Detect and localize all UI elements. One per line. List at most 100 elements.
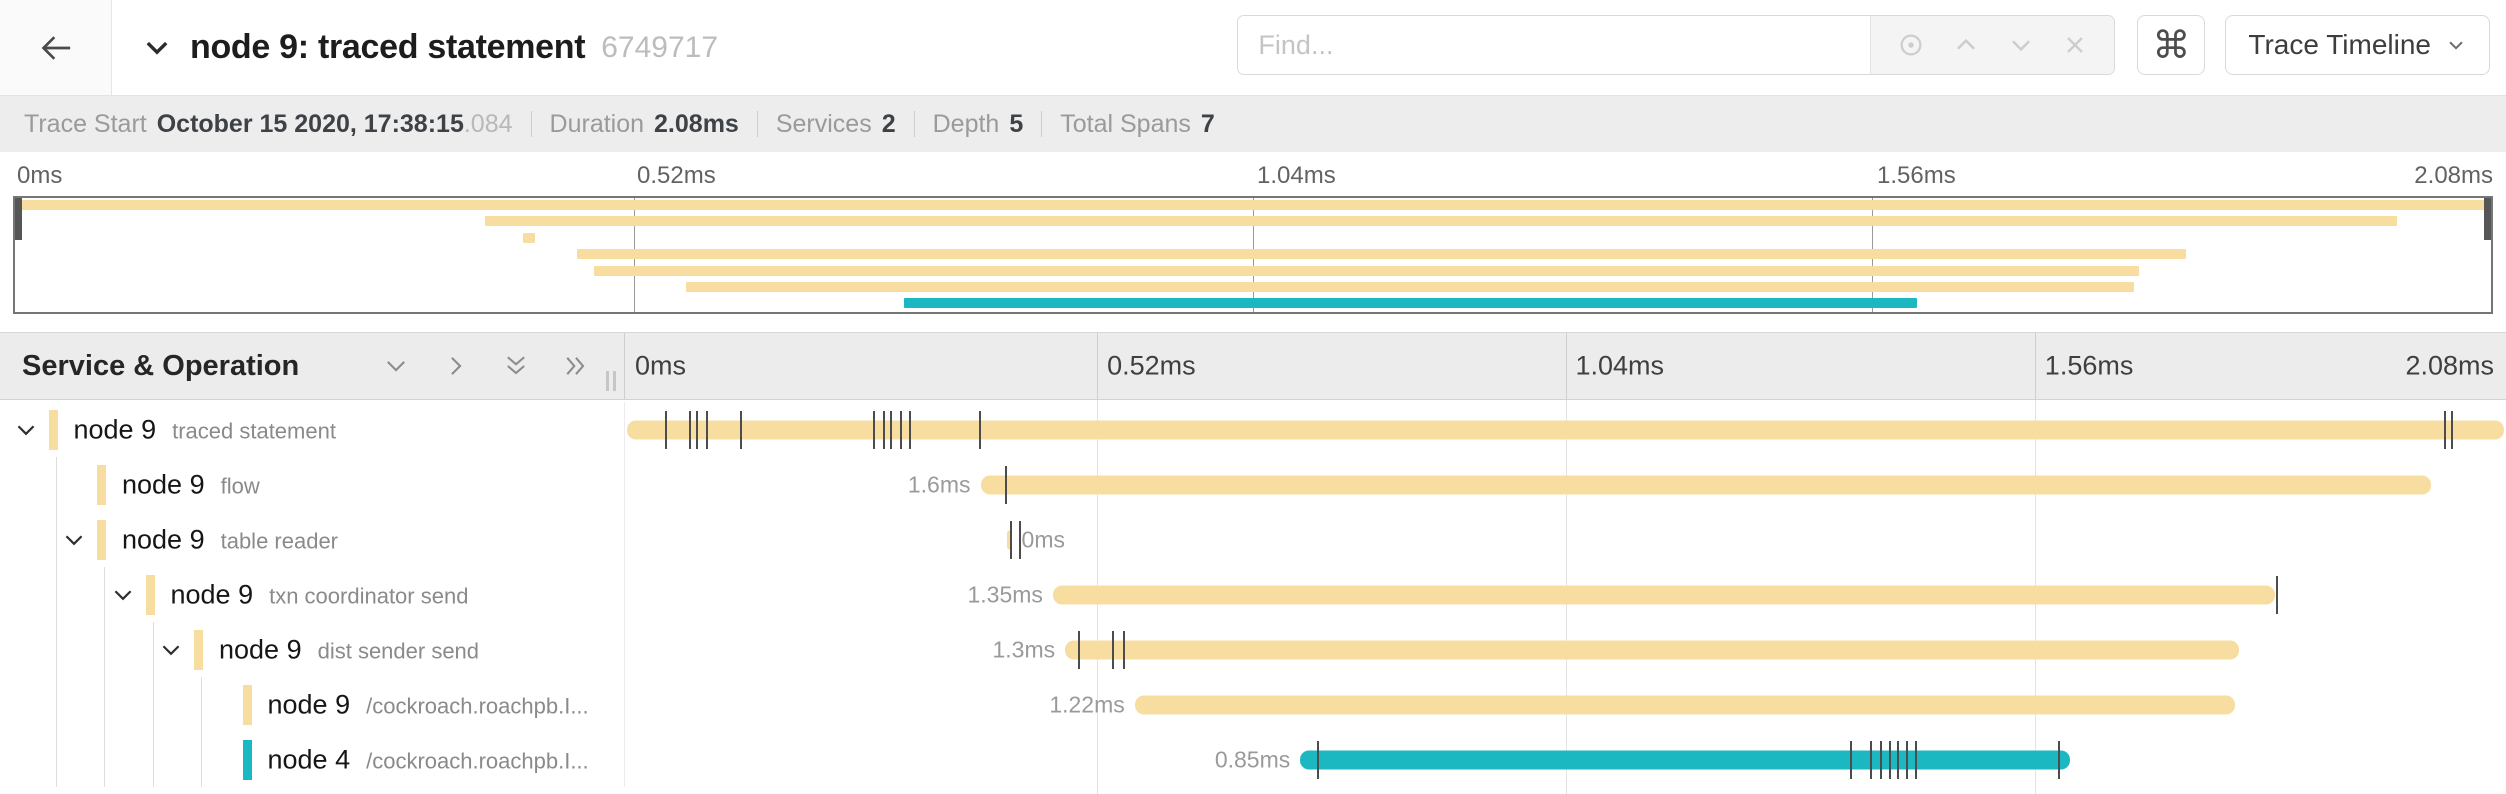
chevron-down-icon[interactable]	[61, 527, 87, 553]
service-color-bar	[242, 684, 252, 725]
service-name: node 9	[73, 414, 157, 444]
span-duration-label: 1.35ms	[967, 581, 1043, 607]
span-log-tick	[2443, 410, 2446, 449]
prev-result-button[interactable]	[1951, 30, 1981, 60]
span-duration-bar[interactable]	[980, 475, 2431, 494]
span-row[interactable]: node 4/cockroach.roachpb.I... 0.85ms	[0, 732, 2506, 787]
chevron-down-icon[interactable]	[110, 582, 136, 608]
span-log-tick	[1004, 465, 1007, 504]
chevron-down-icon[interactable]	[13, 417, 39, 443]
back-button[interactable]	[0, 0, 112, 95]
span-tree-cell: node 9/cockroach.roachpb.I...	[0, 677, 625, 732]
chevron-right-icon	[442, 352, 470, 380]
span-names: node 9/cockroach.roachpb.I...	[268, 689, 589, 720]
span-row[interactable]: node 9 flow 1.6ms	[0, 457, 2506, 512]
span-names: node 9 txn coordinator send	[171, 579, 469, 610]
chevron-down-icon[interactable]	[158, 637, 184, 663]
locate-match-button[interactable]	[1896, 30, 1926, 60]
span-log-tick	[2275, 575, 2278, 614]
service-color-bar	[242, 739, 252, 780]
minimap-span-bar	[577, 249, 2187, 260]
span-duration-bar[interactable]	[1065, 640, 2239, 659]
span-duration-label: 0ms	[1021, 526, 1065, 552]
span-tree-cell: node 9 table reader	[0, 512, 625, 567]
timeline-axis-label: 1.56ms	[2044, 350, 2134, 381]
view-selector-label: Trace Timeline	[2248, 29, 2431, 60]
service-name: node 9	[267, 689, 351, 719]
minimap[interactable]	[13, 196, 2493, 314]
expand-one-button[interactable]	[442, 352, 470, 380]
timeline-axis-tick	[1565, 333, 1567, 399]
span-duration-bar[interactable]	[1134, 695, 2236, 714]
minimap-axis-label: 1.04ms	[1257, 162, 1336, 189]
chevron-down-icon	[2006, 30, 2036, 60]
trace-summary: Trace Start October 15 2020, 17:38:15.084…	[0, 95, 2506, 152]
expand-all-button[interactable]	[562, 352, 590, 380]
double-chevron-right-icon	[562, 352, 590, 380]
tree-indent-guide	[104, 677, 105, 732]
span-log-tick	[1123, 630, 1126, 669]
minimap-span-bar	[594, 265, 2140, 276]
minimap-span-bar	[15, 200, 2491, 210]
operation-name: flow	[220, 473, 260, 498]
span-log-tick	[1078, 630, 1081, 669]
span-row[interactable]: node 9/cockroach.roachpb.I... 1.22ms	[0, 677, 2506, 732]
service-color-bar	[97, 464, 106, 505]
operation-name: dist sender send	[317, 638, 480, 663]
service-name: node 4	[267, 744, 351, 774]
summary-item-value: October 15 2020, 17:38:15	[156, 109, 464, 138]
span-bar-cell: 1.6ms	[625, 457, 2506, 512]
summary-item-value: 2.08ms	[654, 109, 739, 138]
span-log-tick	[1905, 740, 1908, 779]
tree-indent-guide	[152, 732, 154, 787]
span-row[interactable]: node 9 table reader 0ms	[0, 512, 2506, 567]
summary-item: Total Spans 7	[1042, 110, 1233, 139]
minimap-span-bar	[522, 232, 535, 243]
timeline-header: Service & Operation 0ms 0.52ms 1.04ms 1.56m…	[0, 332, 2506, 400]
span-row[interactable]: node 9 txn coordinator send 1.35ms	[0, 567, 2506, 622]
minimap-section: 0ms 0.52ms 1.04ms 1.56ms 2.08ms	[0, 152, 2506, 332]
find-group	[1237, 15, 2116, 75]
column-resizer-handle[interactable]	[606, 371, 616, 391]
span-duration-bar[interactable]	[1300, 750, 2070, 769]
span-log-tick	[899, 410, 902, 449]
span-duration-bar[interactable]	[1006, 530, 1012, 549]
summary-item: Depth 5	[915, 110, 1042, 139]
minimap-left-handle[interactable]	[15, 198, 22, 240]
summary-item: Duration 2.08ms	[532, 110, 757, 139]
span-log-tick	[1112, 630, 1115, 669]
span-bar-cell: 1.22ms	[625, 677, 2506, 732]
trace-title-area: node 9: traced statement 6749717	[140, 28, 718, 67]
span-names: node 9 flow	[122, 469, 260, 500]
span-row[interactable]: node 9 traced statement	[0, 402, 2506, 457]
minimap-span-bar	[685, 282, 2135, 292]
minimap-right-handle[interactable]	[2484, 198, 2491, 240]
tree-indent-guide	[201, 677, 202, 732]
span-log-tick	[2058, 740, 2061, 779]
span-row[interactable]: node 9 dist sender send 1.3ms	[0, 622, 2506, 677]
span-tree-cell: node 9 traced statement	[0, 402, 625, 457]
collapse-one-button[interactable]	[382, 352, 410, 380]
timeline-axis-label: 2.08ms	[2405, 350, 2494, 381]
view-selector-button[interactable]: Trace Timeline	[2225, 15, 2490, 75]
span-rows: node 9 traced statement node 9 flow 1.6ms nod…	[0, 400, 2506, 794]
span-bar-cell: 0.85ms	[625, 732, 2506, 787]
tree-indent-guide	[55, 567, 57, 622]
find-input[interactable]	[1238, 16, 1871, 74]
timeline-axis-tick	[1097, 333, 1099, 399]
trace-collapse-toggle[interactable]	[140, 31, 174, 65]
keyboard-shortcuts-button[interactable]: ⌘	[2137, 15, 2206, 75]
service-color-bar	[48, 409, 58, 450]
service-color-bar	[194, 629, 203, 670]
clear-search-button[interactable]	[2061, 31, 2089, 59]
span-duration-bar[interactable]	[626, 420, 2505, 439]
tree-indent-guide	[55, 457, 57, 512]
next-result-button[interactable]	[2006, 30, 2036, 60]
span-duration-bar[interactable]	[1052, 585, 2275, 604]
collapse-all-button[interactable]	[502, 352, 530, 380]
span-tree-cell: node 9 txn coordinator send	[0, 567, 625, 622]
timeline-axis: 0ms 0.52ms 1.04ms 1.56ms 2.08ms	[625, 333, 2506, 399]
summary-separator	[530, 111, 532, 137]
span-duration-label: 1.3ms	[992, 636, 1056, 662]
minimap-axis-label: 2.08ms	[2414, 162, 2493, 189]
